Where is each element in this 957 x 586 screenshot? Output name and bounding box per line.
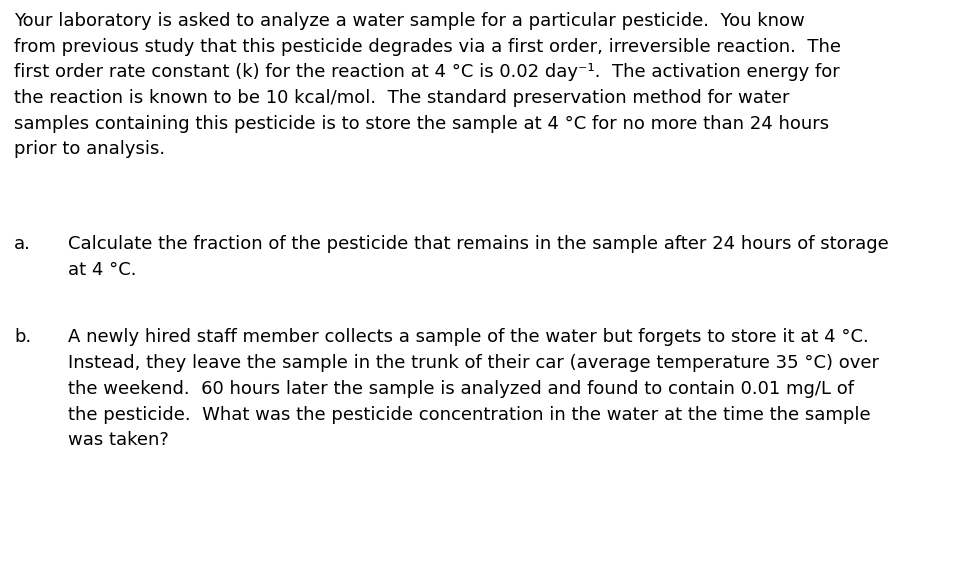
Text: a.: a. bbox=[14, 236, 31, 253]
Text: A newly hired staff member collects a sample of the water but forgets to store i: A newly hired staff member collects a sa… bbox=[68, 328, 879, 449]
Text: Your laboratory is asked to analyze a water sample for a particular pesticide.  : Your laboratory is asked to analyze a wa… bbox=[14, 12, 841, 158]
Text: b.: b. bbox=[14, 328, 32, 346]
Text: Calculate the fraction of the pesticide that remains in the sample after 24 hour: Calculate the fraction of the pesticide … bbox=[68, 236, 889, 279]
